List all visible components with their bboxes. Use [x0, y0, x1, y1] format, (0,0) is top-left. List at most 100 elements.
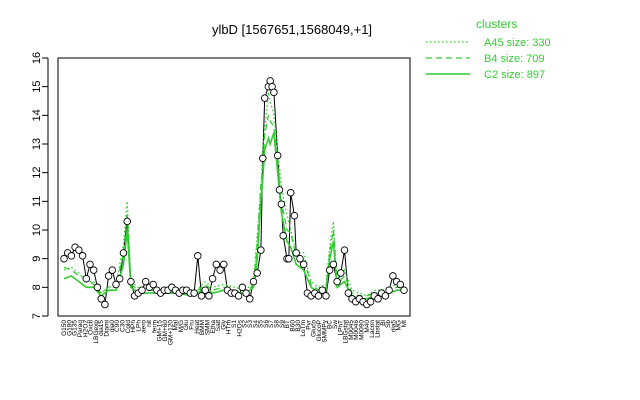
- x-condition-label: S6: [263, 320, 270, 328]
- x-condition-label: ferm: [151, 320, 158, 333]
- x-condition-label: S1: [231, 320, 238, 328]
- data-point: [97, 295, 105, 303]
- data-point: [212, 260, 221, 269]
- data-point: [318, 286, 327, 294]
- x-condition-label: C90: [114, 320, 121, 332]
- x-condition-label: dia5: [390, 320, 397, 333]
- x-condition-label: B30: [295, 320, 302, 332]
- x-condition-label: S3: [247, 320, 254, 328]
- x-condition-label: BC: [327, 320, 334, 329]
- cluster-line-dashed: [63, 115, 404, 297]
- x-condition-label: Glu: [183, 320, 190, 331]
- x-condition-label: dia0: [109, 320, 116, 333]
- x-condition-label: aero: [141, 320, 148, 333]
- x-condition-label: Salt: [215, 320, 222, 331]
- data-point: [257, 246, 265, 254]
- x-condition-label: M40: [364, 320, 371, 333]
- x-condition-label: MG: [396, 320, 403, 330]
- x-condition-label: S7: [268, 320, 275, 328]
- data-point: [279, 231, 287, 240]
- y-tick-label: 9: [31, 256, 43, 262]
- data-point: [374, 295, 382, 303]
- y-tick-label: 13: [31, 138, 43, 150]
- data-point: [290, 211, 299, 220]
- y-tick-label: 10: [31, 224, 43, 236]
- data-point: [194, 252, 202, 260]
- legend-entry: C2 size: 897: [484, 69, 545, 81]
- data-point: [270, 88, 278, 97]
- data-point: [340, 246, 349, 254]
- data-point: [273, 151, 282, 160]
- data-point: [322, 292, 330, 300]
- x-condition-label: H2O2: [82, 320, 89, 337]
- x-condition-label: Fru: [189, 320, 196, 330]
- data-point: [337, 269, 345, 277]
- data-point: [260, 94, 269, 102]
- x-condition-label: Etha: [210, 320, 217, 334]
- data-point: [314, 292, 323, 300]
- x-condition-label: Gluco: [311, 320, 318, 337]
- data-point: [253, 269, 261, 277]
- data-point: [119, 249, 128, 257]
- data-point: [78, 252, 87, 260]
- x-condition-label: LBGexp: [93, 320, 100, 344]
- x-condition-label: GM+120: [167, 320, 174, 345]
- legend-title: clusters: [476, 17, 517, 31]
- cluster-line-dotted: [63, 92, 405, 297]
- data-point: [277, 200, 286, 208]
- x-axis-labels: G150G180G135ParaqH2O2OxctlLBGexpdia15Dia…: [61, 319, 408, 345]
- x-condition-label: Mal: [173, 319, 180, 330]
- y-tick-label: 16: [31, 52, 43, 64]
- x-condition-label: C30: [119, 320, 126, 332]
- cluster-lines: [63, 79, 405, 306]
- data-point: [216, 266, 224, 274]
- data-point: [220, 260, 228, 269]
- y-tick-label: 15: [31, 81, 43, 93]
- x-condition-label: H2Os: [236, 319, 243, 336]
- data-point: [325, 266, 334, 274]
- data-point: [238, 283, 247, 292]
- data-point: [82, 274, 91, 283]
- x-condition-label: Lacon: [369, 320, 376, 338]
- plot-frame: [57, 57, 411, 317]
- x-condition-label: G150: [61, 320, 68, 336]
- data-point: [366, 297, 375, 306]
- data-point: [67, 252, 76, 260]
- x-condition-label: BMM: [199, 320, 206, 335]
- x-condition-label: S5: [258, 320, 265, 328]
- x-condition-label: Paraq: [77, 320, 84, 338]
- y-axis: 7 8 9 10 11 12 13 14 15 16: [31, 52, 49, 319]
- x-condition-label: Sb: [385, 320, 392, 328]
- x-condition-label: LPhT: [337, 320, 344, 336]
- data-point: [286, 188, 295, 197]
- x-condition-label: BT: [284, 320, 291, 328]
- data-point: [381, 292, 390, 300]
- data-point: [141, 277, 150, 286]
- data-point: [259, 154, 267, 163]
- x-condition-label: Lbstat: [374, 320, 381, 338]
- x-condition-label: HPh: [130, 320, 137, 333]
- data-point: [101, 300, 109, 309]
- x-condition-label: G180: [66, 320, 73, 336]
- data-point: [86, 260, 94, 269]
- y-tick-label: 11: [31, 196, 43, 207]
- x-condition-label: Pyr: [305, 319, 312, 330]
- data-point: [344, 289, 353, 297]
- x-condition-label: M0090: [359, 320, 366, 340]
- x-condition-label: B60: [289, 320, 296, 332]
- data-point: [60, 254, 68, 263]
- data-point: [396, 280, 405, 289]
- x-condition-label: SMM: [204, 320, 211, 335]
- data-point: [275, 186, 284, 194]
- data-point: [385, 286, 393, 294]
- data-point: [234, 292, 243, 300]
- x-condition-label: M0046: [353, 320, 360, 340]
- data-point: [127, 277, 135, 286]
- legend: clusters A45 size: 330 B4 size: 709 C2 siz…: [426, 17, 551, 81]
- data-point: [329, 260, 338, 269]
- chart-title: ylbD [1567651,1568049,+1]: [212, 22, 372, 37]
- x-condition-label: M/G: [178, 320, 185, 332]
- data-point: [112, 280, 120, 289]
- x-condition-label: Gly: [220, 319, 227, 330]
